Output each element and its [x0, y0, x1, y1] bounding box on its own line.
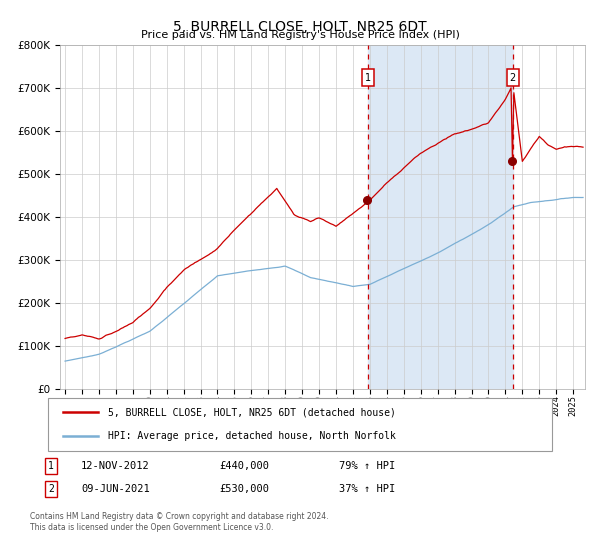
- Text: 2: 2: [48, 484, 54, 494]
- Text: 5, BURRELL CLOSE, HOLT, NR25 6DT: 5, BURRELL CLOSE, HOLT, NR25 6DT: [173, 20, 427, 34]
- Text: £440,000: £440,000: [219, 461, 269, 471]
- Text: 09-JUN-2021: 09-JUN-2021: [81, 484, 150, 494]
- Text: £530,000: £530,000: [219, 484, 269, 494]
- Text: 5, BURRELL CLOSE, HOLT, NR25 6DT (detached house): 5, BURRELL CLOSE, HOLT, NR25 6DT (detach…: [109, 408, 397, 418]
- Text: 12-NOV-2012: 12-NOV-2012: [81, 461, 150, 471]
- Text: 1: 1: [365, 72, 371, 82]
- FancyBboxPatch shape: [48, 398, 552, 451]
- Text: 79% ↑ HPI: 79% ↑ HPI: [339, 461, 395, 471]
- Text: HPI: Average price, detached house, North Norfolk: HPI: Average price, detached house, Nort…: [109, 431, 397, 441]
- Bar: [368, 45, 513, 389]
- Text: 1: 1: [48, 461, 54, 471]
- Text: Contains HM Land Registry data © Crown copyright and database right 2024.
This d: Contains HM Land Registry data © Crown c…: [30, 512, 329, 532]
- Text: 2: 2: [510, 72, 516, 82]
- Text: 37% ↑ HPI: 37% ↑ HPI: [339, 484, 395, 494]
- Text: Price paid vs. HM Land Registry's House Price Index (HPI): Price paid vs. HM Land Registry's House …: [140, 30, 460, 40]
